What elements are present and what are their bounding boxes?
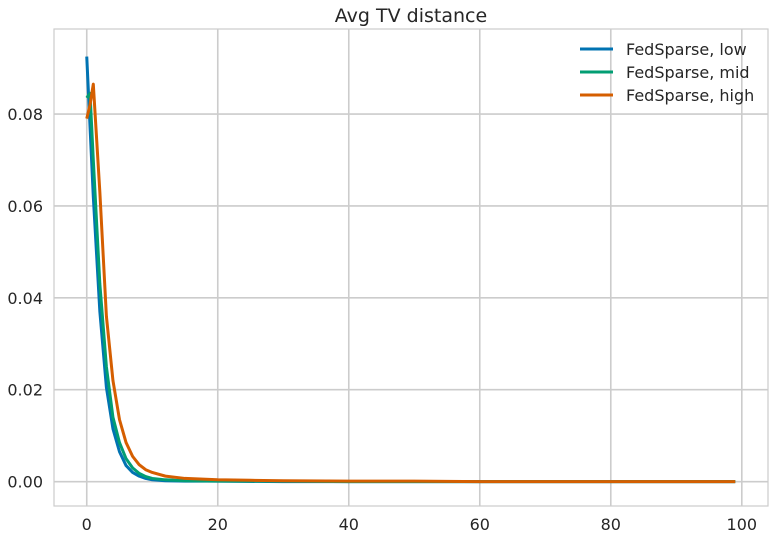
series-line-0: [85, 56, 736, 484]
y-axis-ticks: 0.00 0.02 0.04 0.06 0.08: [7, 105, 43, 492]
series-line-2: [85, 82, 736, 484]
legend-label: FedSparse, mid: [626, 63, 750, 82]
y-tick-label: 0.04: [7, 289, 43, 308]
series-line-1: [85, 91, 736, 484]
x-tick-label: 100: [727, 515, 758, 534]
y-tick-label: 0.00: [7, 473, 43, 492]
x-tick-label: 40: [339, 515, 359, 534]
legend: FedSparse, low FedSparse, mid FedSparse, h…: [580, 40, 754, 105]
chart-title: Avg TV distance: [335, 5, 487, 27]
x-axis-ticks: 0 20 40 60 80 100: [82, 515, 757, 534]
x-tick-label: 0: [82, 515, 92, 534]
x-tick-label: 20: [208, 515, 228, 534]
plot-frame: [53, 28, 769, 507]
x-tick-label: 80: [601, 515, 621, 534]
legend-label: FedSparse, high: [626, 86, 754, 105]
y-tick-label: 0.06: [7, 197, 43, 216]
series-lines: [85, 56, 736, 484]
x-tick-label: 60: [470, 515, 490, 534]
y-tick-label: 0.02: [7, 381, 43, 400]
y-tick-label: 0.08: [7, 105, 43, 124]
legend-label: FedSparse, low: [626, 40, 747, 59]
